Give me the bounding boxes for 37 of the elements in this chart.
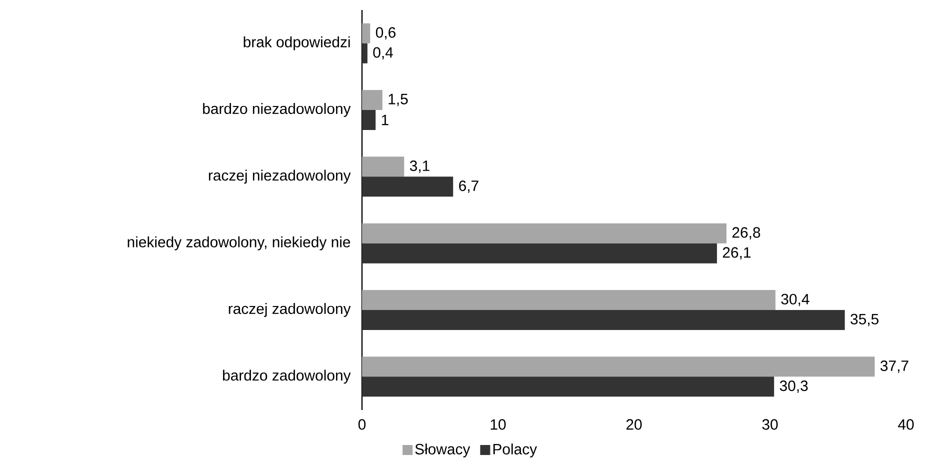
y-tick-label: bardzo zadowolony — [223, 370, 351, 384]
x-tick-label: 20 — [626, 419, 642, 430]
x-tick-label: 10 — [490, 419, 506, 430]
data-label: 3,1 — [410, 160, 430, 173]
data-label: 26,1 — [722, 247, 751, 260]
x-tick-label: 0 — [358, 419, 366, 430]
legend-label: Słowacy — [415, 443, 470, 458]
y-tick-label: brak odpowiedzi — [244, 36, 350, 50]
bar — [362, 23, 370, 44]
bar — [362, 310, 845, 330]
data-label: 37,7 — [880, 360, 908, 373]
y-tick-label: bardzo niezadowolony — [203, 103, 351, 117]
data-label: 30,3 — [780, 380, 808, 393]
bar — [362, 156, 404, 177]
data-label: 30,4 — [781, 294, 810, 306]
legend-label: Polacy — [493, 443, 537, 458]
data-label: 26,8 — [732, 227, 760, 240]
y-tick-label: raczej niezadowolony — [208, 170, 351, 184]
bar — [362, 290, 776, 310]
bar — [362, 243, 717, 264]
data-label: 0,6 — [376, 27, 396, 40]
bar — [362, 376, 774, 397]
bar — [362, 110, 376, 130]
data-label: 1,5 — [388, 94, 408, 106]
data-label: 35,5 — [850, 314, 878, 326]
bar — [362, 90, 382, 110]
x-tick-label: 30 — [762, 419, 778, 430]
x-tick-label: 40 — [898, 419, 914, 430]
bar — [362, 43, 368, 64]
bar — [362, 176, 454, 197]
bar — [362, 356, 875, 377]
bar — [362, 223, 726, 244]
data-label: 6,7 — [459, 180, 478, 193]
data-label: 1 — [382, 114, 388, 126]
y-tick-label: raczej zadowolony — [228, 303, 351, 317]
y-tick-label: niekiedy zadowolony, niekiedy nie — [128, 236, 350, 250]
data-label: 0,4 — [373, 47, 393, 60]
